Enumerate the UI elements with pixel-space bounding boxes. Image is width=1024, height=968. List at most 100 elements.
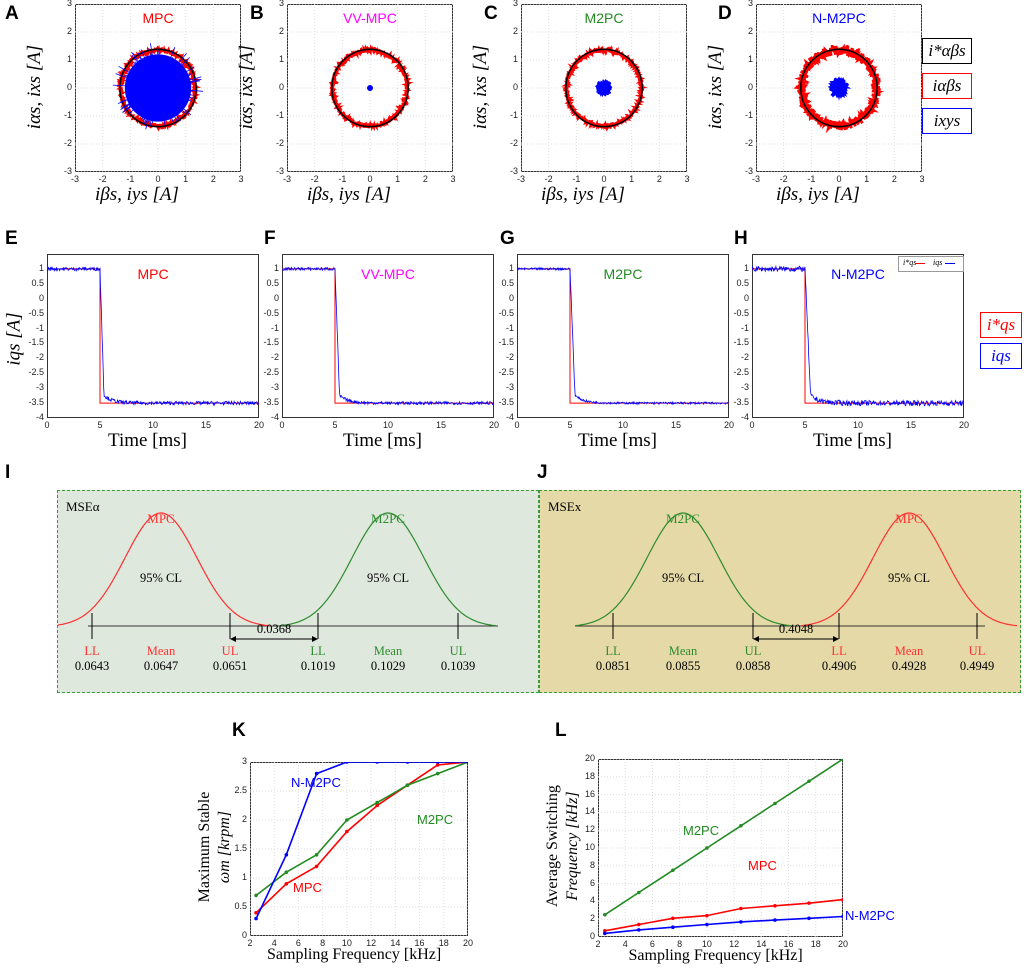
y-tick-label: -3: [275, 166, 284, 176]
y-tick-label: 3: [66, 0, 72, 8]
y-tick-label: 18: [584, 770, 595, 781]
y-tick-label: -3: [35, 382, 44, 393]
time-plot-box: [517, 254, 729, 418]
y-tick-label: -2: [740, 352, 749, 363]
y-tick-label: 1: [38, 262, 44, 273]
panel-letter-i: I: [5, 462, 11, 483]
inset-legend-meas-swatch: [945, 263, 955, 264]
y-tick-label: -3: [740, 382, 749, 393]
ci-j-ul-label: UL: [744, 644, 762, 658]
panel-letter-g: G: [500, 228, 515, 249]
ci-i-label: MSEα: [66, 499, 100, 514]
y-tick-label: 1: [273, 262, 279, 273]
ci-gap-arrowhead-left: [230, 636, 236, 642]
x-tick-label: -1: [126, 174, 135, 184]
legend-alpha-beta-current: iαβs: [922, 73, 972, 99]
y-tick-label: -1: [744, 110, 753, 120]
y-tick-label: 1: [66, 54, 72, 64]
y-tick-label: 0: [589, 931, 595, 941]
y-tick-label: -4: [505, 412, 514, 422]
data-point-n-m2pc: [345, 762, 349, 764]
x-tick-label: -1: [338, 174, 347, 184]
x-tick-label: -1: [572, 174, 581, 184]
ci-i-dist2-cl: 95% CL: [366, 571, 410, 585]
inset-legend-ref: i*qs: [903, 258, 917, 267]
ci-i-mean-value: 0.0647: [143, 659, 179, 673]
data-point-mpc: [314, 864, 319, 869]
x-axis-label: iβs, iys [A]: [541, 184, 625, 205]
ci-mpc-curve: [58, 512, 270, 627]
y-tick-label: 0.5: [266, 277, 279, 288]
x-tick-label: 0: [836, 174, 842, 184]
xy-current-disc: [124, 54, 192, 122]
y-tick-label: 12: [584, 824, 595, 835]
data-point-n-m2pc: [705, 922, 709, 927]
x-tick-label: 0: [155, 174, 161, 184]
data-point-n-m2pc: [671, 925, 675, 930]
x-tick-label: 2: [422, 174, 428, 184]
y-tick-label: -1.5: [733, 337, 749, 348]
xy-current-spikes: [112, 43, 203, 130]
y-tick-label: -3: [744, 166, 753, 176]
x-tick-label: 6: [295, 938, 301, 948]
trajectory-plot: [75, 4, 241, 172]
series-label: N-M2PC: [291, 775, 341, 790]
ci-j-mean2-value: 0.4928: [891, 659, 927, 673]
data-point-mpc: [375, 803, 379, 808]
y-tick-label: -2: [744, 138, 753, 148]
ci-i-gap-value: 0.0368: [256, 622, 292, 636]
panel-letter-l: L: [555, 720, 567, 741]
x-tick-label: 5: [97, 420, 103, 430]
y-tick-label: 1: [241, 872, 247, 882]
x-tick-label: -2: [310, 174, 319, 184]
series-label: MPC: [293, 880, 322, 895]
y-tick-label: 0.5: [234, 901, 247, 911]
x-tick-label: 5: [332, 420, 338, 430]
x-tick-label: 8: [320, 938, 326, 948]
data-point-mpc: [435, 763, 440, 767]
data-point-mpc: [603, 928, 607, 933]
y-tick-label: 2.5: [234, 785, 247, 795]
x-tick-label: -3: [516, 174, 526, 184]
legend-ref-current: i*αβs: [922, 38, 972, 64]
data-point-mpc: [345, 829, 349, 834]
ci-i-dist1-name: MPC: [147, 511, 175, 526]
x-tick-label: 1: [183, 174, 189, 184]
series-label: N-M2PC: [845, 908, 895, 923]
x-tick-label: 16: [783, 939, 794, 949]
data-point-mpc: [841, 897, 843, 902]
x-tick-label: 3: [450, 174, 456, 184]
ci-i-dist1-cl: 95% CL: [139, 571, 183, 585]
y-tick-label: -3.5: [263, 397, 279, 408]
reference-current-ring: [565, 48, 643, 128]
y-tick-label: -3: [63, 166, 72, 176]
y-tick-label: 0: [241, 930, 247, 940]
iqs-measured-line: [752, 264, 964, 407]
data-point-mpc: [671, 916, 675, 921]
ci-j-mean-label: Mean: [668, 644, 698, 658]
ci-gap-arrowhead-right: [312, 636, 318, 642]
data-point-n-m2pc: [637, 928, 641, 932]
y-tick-label: -3.5: [498, 397, 514, 408]
time-plot: [752, 264, 964, 407]
reference-current-ring: [800, 48, 878, 128]
reference-current-ring: [119, 48, 197, 128]
x-tick-label: 5: [567, 420, 573, 430]
ci-i-ll-value: 0.0643: [74, 659, 110, 673]
data-point-n-m2pc: [314, 771, 319, 776]
x-axis-label: iβs, iys [A]: [95, 184, 179, 205]
data-point-n-m2pc: [773, 918, 777, 922]
data-point-m2pc: [284, 870, 289, 874]
y-tick-label: 1: [508, 262, 514, 273]
panel-letter-a: A: [5, 3, 19, 24]
y-tick-label: 2: [241, 814, 247, 824]
data-point-n-m2pc: [405, 762, 410, 764]
y-tick-label: 1: [743, 262, 749, 273]
y-tick-label: 2: [747, 26, 753, 36]
x-tick-label: 8: [677, 939, 683, 949]
x-tick-label: 3: [919, 174, 925, 184]
ci-i-mean-label: Mean: [146, 644, 176, 658]
reference-current-ring: [331, 48, 409, 128]
y-tick-label: -2.5: [28, 367, 44, 378]
data-point-m2pc: [435, 771, 440, 776]
